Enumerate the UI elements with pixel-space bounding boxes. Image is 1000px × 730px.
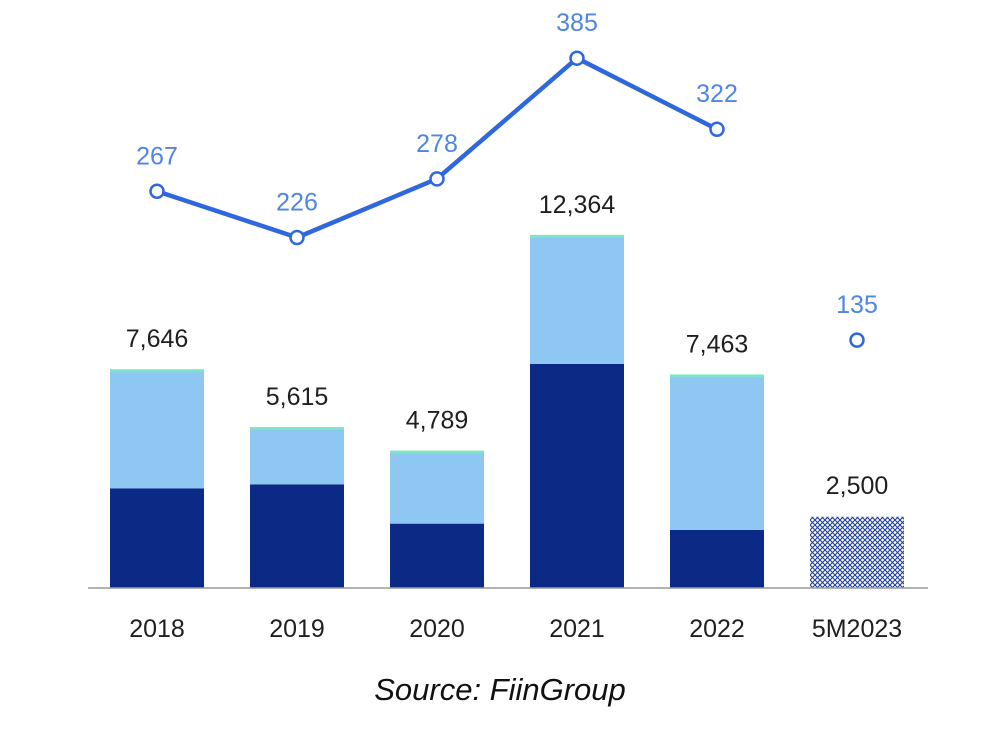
bar-light-2018 <box>110 370 204 489</box>
line-label-5M2023: 135 <box>836 291 878 319</box>
bar-total-label-2018: 7,646 <box>126 325 189 353</box>
line-label-2021: 385 <box>556 9 598 37</box>
x-tick-label-2021: 2021 <box>549 615 605 643</box>
bar-top-edge-2020 <box>390 450 484 454</box>
bar-total-labels: 7,646 5,615 4,789 12,364 7,463 2,500 <box>126 191 889 500</box>
x-tick-label-2018: 2018 <box>129 615 185 643</box>
bar-top-edge-2019 <box>250 427 344 431</box>
bar-top-edge-2018 <box>110 369 204 373</box>
line-label-2018: 267 <box>136 142 178 170</box>
bar-dark-2018 <box>110 488 204 588</box>
bar-light-2022 <box>670 375 764 530</box>
bar-total-label-5M2023: 2,500 <box>826 472 889 500</box>
line-label-2022: 322 <box>696 80 738 108</box>
source-caption: Source: FiinGroup <box>374 672 626 707</box>
bar-total-label-2021: 12,364 <box>539 191 616 219</box>
bar-light-2019 <box>250 428 344 485</box>
x-tick-labels: 2018 2019 2020 2021 2022 5M2023 <box>129 615 902 643</box>
bar-total-label-2020: 4,789 <box>406 407 469 435</box>
bars-group <box>110 234 904 588</box>
bar-light-2021 <box>530 235 624 364</box>
line-point-2020 <box>429 171 445 187</box>
bar-dark-2022 <box>670 529 764 588</box>
line-point-2022 <box>709 121 725 137</box>
bar-top-edge-2022 <box>670 374 764 378</box>
bar-top-edge-2021 <box>530 234 624 238</box>
bar-hatched-5M2023 <box>810 516 904 588</box>
x-tick-label-2019: 2019 <box>269 615 325 643</box>
line-series-group: 267 226 278 385 322 135 <box>136 9 878 348</box>
bar-dark-2020 <box>390 523 484 588</box>
line-point-2018 <box>149 183 165 200</box>
x-tick-label-2022: 2022 <box>689 615 745 643</box>
bar-dark-2019 <box>250 484 344 588</box>
bar-dark-2021 <box>530 363 624 588</box>
line-point-5M2023 <box>849 332 865 348</box>
bar-light-2020 <box>390 451 484 524</box>
line-label-2020: 278 <box>416 130 458 158</box>
line-point-2019 <box>289 229 305 246</box>
x-tick-label-2020: 2020 <box>409 615 465 643</box>
bar-total-label-2022: 7,463 <box>686 330 749 358</box>
line-label-2019: 226 <box>276 188 318 216</box>
line-point-2021 <box>569 50 585 66</box>
x-tick-label-5M2023: 5M2023 <box>812 615 902 643</box>
bar-total-label-2019: 5,615 <box>266 383 329 411</box>
